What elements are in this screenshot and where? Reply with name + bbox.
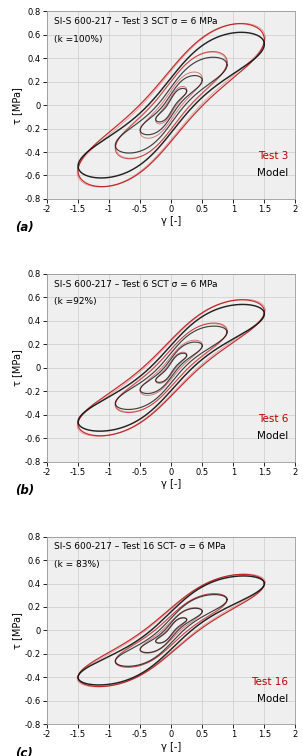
- Y-axis label: τ [MPa]: τ [MPa]: [12, 612, 22, 649]
- Text: Model: Model: [257, 431, 288, 441]
- Text: Model: Model: [257, 169, 288, 178]
- Text: (b): (b): [15, 484, 34, 497]
- Y-axis label: τ [MPa]: τ [MPa]: [12, 87, 22, 123]
- Text: Test 6: Test 6: [258, 414, 288, 424]
- Y-axis label: τ [MPa]: τ [MPa]: [12, 349, 22, 386]
- X-axis label: γ [-]: γ [-]: [161, 742, 181, 751]
- Text: SI-S 600-217 – Test 6 SCT σ = 6 MPa: SI-S 600-217 – Test 6 SCT σ = 6 MPa: [55, 280, 218, 289]
- Text: Test 3: Test 3: [258, 151, 288, 162]
- Text: SI-S 600-217 – Test 3 SCT σ = 6 MPa: SI-S 600-217 – Test 3 SCT σ = 6 MPa: [55, 17, 218, 26]
- Text: (c): (c): [15, 747, 32, 756]
- Text: (a): (a): [15, 222, 33, 234]
- X-axis label: γ [-]: γ [-]: [161, 479, 181, 489]
- Text: SI-S 600-217 – Test 16 SCT- σ = 6 MPa: SI-S 600-217 – Test 16 SCT- σ = 6 MPa: [55, 542, 226, 551]
- Text: Model: Model: [257, 693, 288, 704]
- Text: (k =100%): (k =100%): [55, 35, 103, 44]
- Text: (k = 83%): (k = 83%): [55, 560, 100, 569]
- Text: Test 16: Test 16: [251, 677, 288, 686]
- Text: (k =92%): (k =92%): [55, 297, 97, 306]
- X-axis label: γ [-]: γ [-]: [161, 216, 181, 226]
